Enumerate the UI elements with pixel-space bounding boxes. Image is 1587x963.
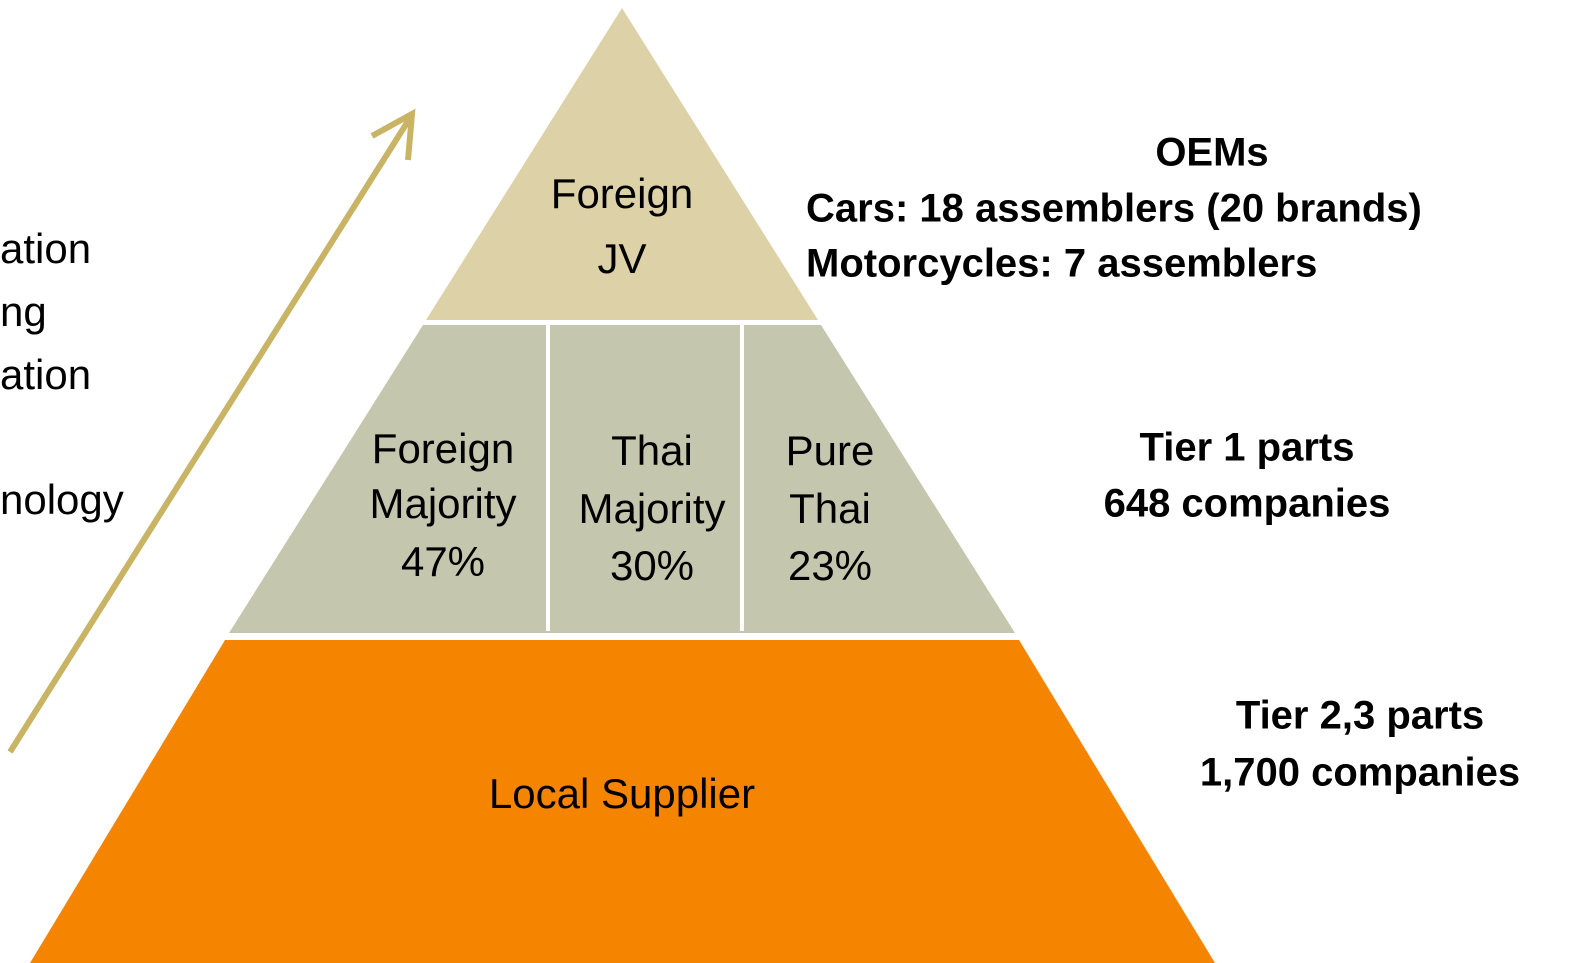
tier-label: Pure [786, 427, 875, 474]
tier-label: Foreign [372, 425, 514, 472]
tier-label: Majority [369, 480, 516, 527]
tier-label: Thai [611, 427, 693, 474]
left-text: ng [0, 288, 47, 335]
annotation: Motorcycles: 7 assemblers [806, 242, 1317, 286]
annotation: Tier 1 parts [1140, 426, 1355, 470]
annotation: 1,700 companies [1200, 751, 1520, 795]
annotation: 648 companies [1104, 482, 1391, 526]
tier-label: Foreign [551, 170, 693, 217]
arrow-head [370, 108, 416, 161]
tier-label: Local Supplier [489, 770, 755, 817]
tier-label: JV [597, 235, 646, 282]
bottom-layer [30, 640, 1215, 963]
annotation: Tier 2,3 parts [1236, 694, 1484, 738]
arrow [7, 116, 413, 754]
annotation: OEMs [1155, 131, 1268, 175]
top-layer [426, 8, 818, 320]
left-text: ation [0, 225, 91, 272]
left-text: ation [0, 351, 91, 398]
tier-label: 23% [788, 542, 872, 589]
tier-label: Thai [789, 485, 871, 532]
left-text: nology [0, 476, 124, 523]
tier-label: 47% [401, 538, 485, 585]
tier-label: Majority [578, 485, 725, 532]
middle-layer [229, 325, 1015, 633]
annotation: Cars: 18 assemblers (20 brands) [806, 187, 1422, 231]
tier-label: 30% [610, 542, 694, 589]
